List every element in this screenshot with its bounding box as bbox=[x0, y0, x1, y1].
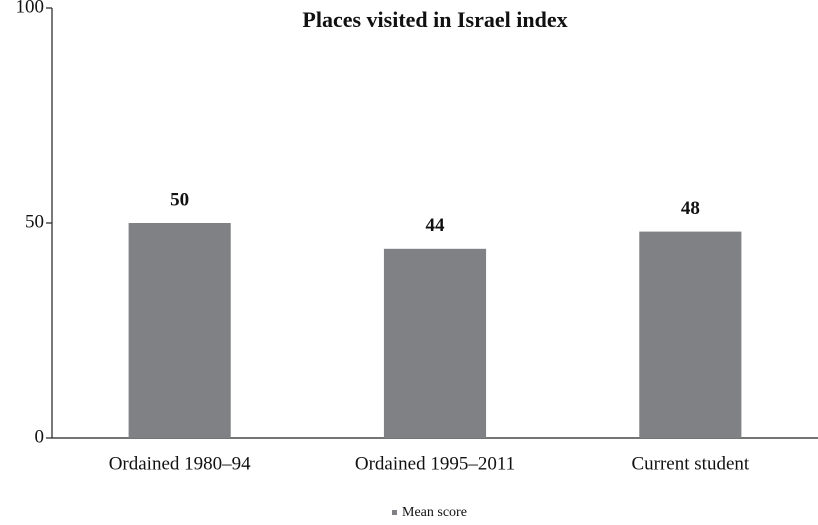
bar bbox=[383, 248, 487, 438]
legend-swatch bbox=[392, 510, 397, 515]
y-tick-label: 50 bbox=[25, 211, 44, 232]
data-label: 44 bbox=[426, 215, 446, 236]
data-label: 50 bbox=[170, 189, 189, 210]
chart-title: Places visited in Israel index bbox=[302, 7, 567, 32]
y-tick-label: 100 bbox=[16, 0, 45, 17]
x-tick-label: Ordained 1995–2011 bbox=[355, 453, 515, 474]
x-tick-label: Current student bbox=[631, 453, 749, 474]
x-tick-label: Ordained 1980–94 bbox=[109, 453, 251, 474]
data-label: 48 bbox=[681, 198, 700, 219]
bar bbox=[128, 223, 231, 438]
legend-label: Mean score bbox=[402, 505, 467, 520]
y-tick-label: 0 bbox=[35, 426, 45, 447]
bar bbox=[639, 231, 742, 438]
